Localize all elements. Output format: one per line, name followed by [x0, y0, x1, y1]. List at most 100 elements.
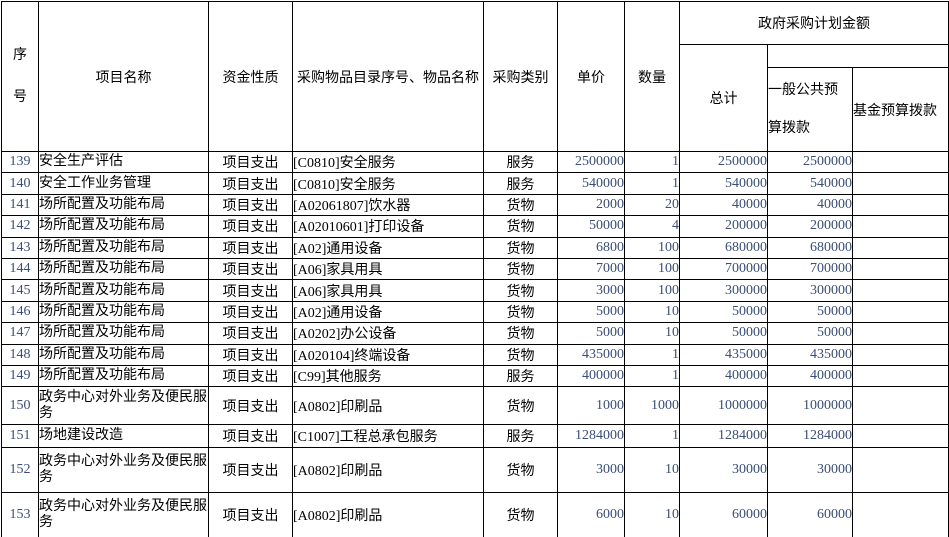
cell-quantity: 1 — [624, 150, 680, 174]
cell-project-name: 场所配置及功能布局 — [38, 236, 209, 259]
cell-unit-price: 435000 — [557, 343, 625, 366]
cell-quantity: 10 — [624, 300, 680, 324]
cell-unit-price: 2500000 — [557, 150, 625, 174]
cell-total: 435000 — [679, 343, 768, 366]
cell-item: [A02010601]打印设备 — [292, 215, 484, 238]
table-row: 153 政务中心对外业务及便民服 务 项目支出 [A0802]印刷品 货物 60… — [1, 492, 949, 537]
cell-total: 2500000 — [679, 150, 768, 174]
cell-item: [C0810]安全服务 — [292, 172, 484, 195]
cell-unit-price: 3000 — [557, 279, 625, 302]
cell-fund-budget — [851, 424, 949, 449]
col-header-item: 采购物品目录序号、物品名称 — [292, 1, 484, 152]
cell-seq: 150 — [1, 386, 39, 426]
cell-project-name: 政务中心对外业务及便民服 务 — [38, 492, 209, 537]
cell-fund-budget — [851, 492, 949, 537]
cell-general-budget: 50000 — [767, 322, 853, 345]
cell-general-budget: 300000 — [767, 279, 853, 302]
col-header-fund-budget: 基金预算拨款 — [851, 67, 949, 152]
table-body: 139 安全生产评估 项目支出 [C0810]安全服务 服务 2500000 1… — [1, 150, 949, 537]
cell-seq: 149 — [1, 364, 39, 388]
col-header-quantity: 数量 — [624, 1, 680, 152]
cell-category: 货物 — [483, 215, 558, 238]
cell-quantity: 1000 — [624, 386, 680, 426]
cell-total: 60000 — [679, 492, 768, 537]
cell-quantity: 10 — [624, 447, 680, 494]
cell-quantity: 10 — [624, 492, 680, 537]
cell-item: [C0810]安全服务 — [292, 150, 484, 174]
cell-project-name: 场所配置及功能布局 — [38, 364, 209, 388]
cell-fund-budget — [851, 193, 949, 217]
cell-unit-price: 5000 — [557, 322, 625, 345]
cell-item: [A02]通用设备 — [292, 300, 484, 324]
cell-category: 货物 — [483, 257, 558, 281]
col-header-fund-type: 资金性质 — [208, 1, 293, 152]
cell-item: [A020104]终端设备 — [292, 343, 484, 366]
cell-fund-type: 项目支出 — [208, 322, 293, 345]
cell-fund-budget — [851, 172, 949, 195]
cell-seq: 147 — [1, 322, 39, 345]
cell-quantity: 1 — [624, 343, 680, 366]
col-header-plan-amount-group: 政府采购计划金额 — [678, 1, 949, 45]
cell-item: [A02]通用设备 — [292, 236, 484, 259]
table-row: 152 政务中心对外业务及便民服 务 项目支出 [A0802]印刷品 货物 30… — [1, 447, 949, 494]
cell-item: [C99]其他服务 — [292, 364, 484, 388]
table-row: 145 场所配置及功能布局 项目支出 [A06]家具用具 货物 3000 100… — [1, 279, 949, 302]
cell-general-budget: 200000 — [767, 215, 853, 238]
cell-unit-price: 540000 — [557, 172, 625, 195]
cell-seq: 153 — [1, 492, 39, 537]
table-header: 序 号 项目名称 资金性质 采购物品目录序号、物品名称 采购类别 单价 数量 政… — [1, 1, 949, 152]
cell-fund-budget — [851, 322, 949, 345]
cell-category: 货物 — [483, 447, 558, 494]
cell-project-name: 政务中心对外业务及便民服 务 — [38, 447, 209, 494]
cell-fund-budget — [851, 279, 949, 302]
cell-total: 1000000 — [679, 386, 768, 426]
cell-seq: 139 — [1, 150, 39, 174]
cell-unit-price: 3000 — [557, 447, 625, 494]
cell-item: [A0802]印刷品 — [292, 447, 484, 494]
table-row: 146 场所配置及功能布局 项目支出 [A02]通用设备 货物 5000 10 … — [1, 300, 949, 324]
cell-project-name: 场所配置及功能布局 — [38, 257, 209, 281]
table-row: 140 安全工作业务管理 项目支出 [C0810]安全服务 服务 540000 … — [1, 172, 949, 195]
cell-category: 服务 — [483, 150, 558, 174]
cell-quantity: 1 — [624, 364, 680, 388]
table-row: 148 场所配置及功能布局 项目支出 [A020104]终端设备 货物 4350… — [1, 343, 949, 366]
cell-quantity: 10 — [624, 322, 680, 345]
cell-general-budget: 50000 — [767, 300, 853, 324]
cell-general-budget: 540000 — [767, 172, 853, 195]
col-header-project: 项目名称 — [38, 1, 209, 152]
cell-seq: 148 — [1, 343, 39, 366]
cell-fund-type: 项目支出 — [208, 150, 293, 174]
cell-seq: 145 — [1, 279, 39, 302]
cell-category: 货物 — [483, 343, 558, 366]
cell-quantity: 4 — [624, 215, 680, 238]
cell-quantity: 1 — [624, 172, 680, 195]
cell-project-name: 场所配置及功能布局 — [38, 343, 209, 366]
cell-total: 400000 — [679, 364, 768, 388]
cell-fund-budget — [851, 343, 949, 366]
cell-category: 服务 — [483, 172, 558, 195]
cell-category: 服务 — [483, 364, 558, 388]
cell-unit-price: 1000 — [557, 386, 625, 426]
cell-item: [A06]家具用具 — [292, 279, 484, 302]
cell-seq: 151 — [1, 424, 39, 449]
cell-fund-type: 项目支出 — [208, 447, 293, 494]
cell-quantity: 100 — [624, 257, 680, 281]
cell-item: [C1007]工程总承包服务 — [292, 424, 484, 449]
cell-seq: 142 — [1, 215, 39, 238]
cell-fund-type: 项目支出 — [208, 215, 293, 238]
cell-total: 700000 — [679, 257, 768, 281]
cell-total: 40000 — [679, 193, 768, 217]
cell-fund-budget — [851, 150, 949, 174]
cell-item: [A02061807]饮水器 — [292, 193, 484, 217]
cell-fund-type: 项目支出 — [208, 492, 293, 537]
cell-seq: 141 — [1, 193, 39, 217]
cell-category: 货物 — [483, 386, 558, 426]
cell-total: 680000 — [679, 236, 768, 259]
cell-project-name: 场所配置及功能布局 — [38, 300, 209, 324]
cell-item: [A0802]印刷品 — [292, 492, 484, 537]
cell-fund-budget — [851, 300, 949, 324]
col-header-category: 采购类别 — [483, 1, 558, 152]
col-header-general-budget: 一般公共预 算拨款 — [767, 67, 853, 152]
